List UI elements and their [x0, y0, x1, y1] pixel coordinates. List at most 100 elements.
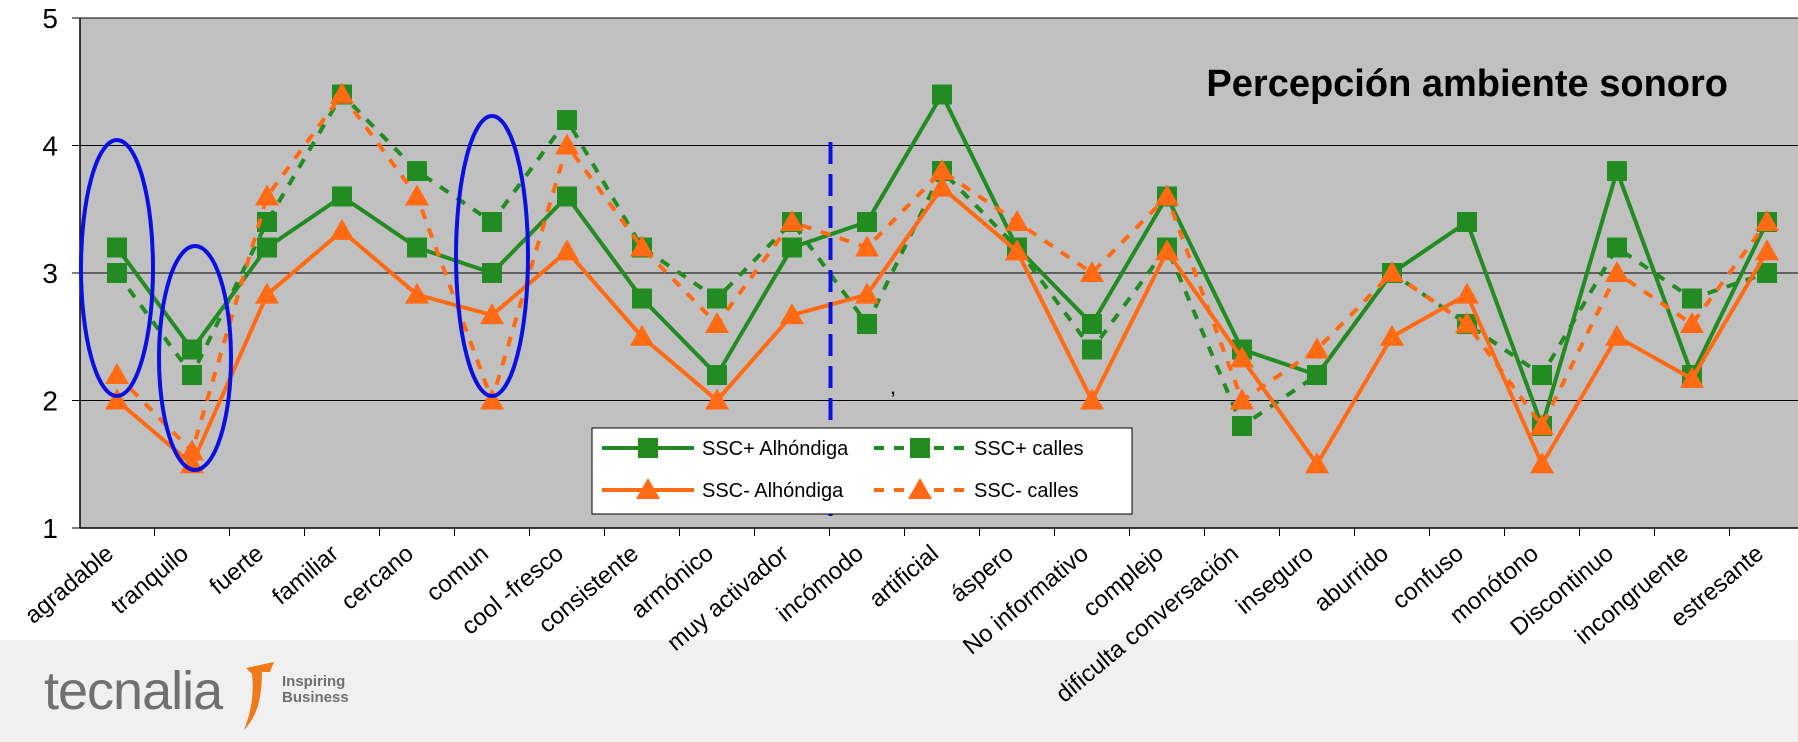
data-point — [1755, 210, 1779, 231]
data-point — [180, 439, 204, 461]
data-point — [407, 161, 427, 181]
footer-band — [0, 640, 1798, 742]
logo-tagline: Inspiring Business — [282, 673, 349, 706]
legend-marker — [908, 478, 932, 499]
data-point — [1305, 337, 1329, 359]
logo-wordmark: tecnalia — [44, 661, 223, 721]
data-point — [630, 235, 654, 257]
data-point — [930, 159, 954, 180]
data-point — [330, 82, 354, 104]
data-point — [1080, 261, 1104, 282]
data-point — [1005, 239, 1029, 261]
x-tick-label: No informativo — [958, 540, 1094, 660]
data-point — [1380, 324, 1404, 346]
data-point — [405, 282, 429, 304]
data-point — [557, 186, 577, 207]
x-tick-label: agradable — [20, 540, 119, 629]
data-point — [632, 288, 652, 309]
data-point — [255, 184, 279, 206]
legend-label: SSC- calles — [974, 480, 1078, 502]
legend-label: SSC+ calles — [974, 438, 1084, 460]
data-point — [780, 303, 804, 325]
highlight-ellipse — [454, 114, 530, 398]
data-point — [1532, 365, 1552, 385]
data-point — [557, 110, 577, 130]
data-point — [1530, 452, 1554, 474]
data-point — [857, 212, 877, 232]
data-point — [1380, 261, 1404, 282]
legend-marker — [638, 438, 658, 458]
data-point — [1530, 414, 1554, 435]
data-point — [480, 388, 504, 410]
data-point — [482, 212, 502, 232]
x-tick-label: aburrido — [1309, 540, 1394, 617]
data-point — [1082, 314, 1102, 334]
x-tick-label: familiar — [267, 540, 344, 610]
data-point — [1230, 388, 1254, 410]
data-point — [1232, 416, 1252, 436]
y-tick-label: 4 — [42, 131, 58, 162]
y-tick-label: 5 — [42, 3, 58, 34]
data-point — [1305, 452, 1329, 474]
data-point — [932, 84, 952, 105]
data-point — [855, 235, 879, 257]
data-point — [105, 388, 129, 410]
tecnalia-logo: tecnalia Inspiring Business — [44, 660, 374, 730]
data-point — [1680, 366, 1704, 388]
data-point — [1607, 161, 1627, 181]
data-point — [707, 288, 727, 309]
data-point — [857, 314, 877, 334]
highlight-ellipse — [157, 244, 233, 472]
data-point — [105, 363, 129, 384]
data-point — [1155, 239, 1179, 261]
x-tick-label: tranquilo — [106, 540, 194, 620]
legend-marker — [910, 438, 930, 458]
data-point — [1082, 339, 1102, 360]
series-line — [115, 92, 1768, 428]
data-point — [1680, 312, 1704, 333]
data-point — [332, 186, 352, 207]
data-point — [1607, 237, 1627, 258]
data-point — [930, 175, 954, 197]
data-point — [1757, 263, 1777, 283]
data-point — [1755, 239, 1779, 261]
data-point — [1155, 184, 1179, 206]
x-tick-label: artificial — [864, 540, 944, 613]
data-point — [405, 184, 429, 206]
data-point — [555, 239, 579, 261]
data-point — [555, 133, 579, 155]
data-point — [182, 365, 202, 385]
legend-label: SSC- Alhóndiga — [702, 480, 844, 502]
x-tick-label: inseguro — [1231, 540, 1319, 620]
legend-marker — [636, 478, 660, 499]
y-tick-label: 1 — [42, 513, 58, 544]
data-point — [1230, 346, 1254, 368]
data-point — [707, 365, 727, 385]
chart-title: Percepción ambiente sonoro — [1206, 63, 1728, 105]
x-tick-label: fuerte — [204, 540, 268, 600]
data-point — [705, 312, 729, 333]
data-point — [1457, 212, 1477, 232]
data-point — [407, 237, 427, 258]
legend-box — [591, 427, 1133, 515]
data-point — [1455, 312, 1479, 333]
series-line — [115, 92, 1769, 454]
data-point — [257, 212, 277, 232]
data-point — [630, 324, 654, 346]
highlight-ellipse — [79, 138, 155, 398]
data-point — [780, 210, 804, 231]
data-point — [1605, 324, 1629, 346]
data-point — [330, 218, 354, 240]
x-tick-label: cercano — [336, 540, 419, 616]
data-point — [782, 237, 802, 258]
data-point — [257, 237, 277, 258]
data-point — [1682, 288, 1702, 309]
y-tick-label: 2 — [42, 386, 58, 417]
stray-mark: , — [890, 374, 896, 399]
data-point — [107, 263, 127, 283]
data-point — [1455, 282, 1479, 304]
data-point — [1605, 261, 1629, 282]
data-point — [182, 339, 202, 360]
data-point — [482, 263, 502, 283]
y-tick-label: 3 — [42, 258, 58, 289]
